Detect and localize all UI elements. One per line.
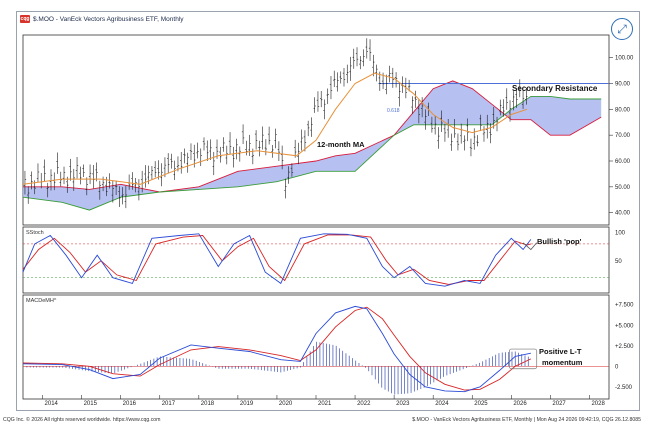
price-y-tick-label: 50.00: [615, 185, 631, 191]
macd-y-tick-label: 0: [615, 364, 619, 370]
macd-y-tick-label: -2.500: [615, 385, 633, 391]
x-axis-year-label: 2022: [357, 401, 371, 407]
x-axis-year-label: 2021: [318, 401, 332, 407]
price-y-tick-label: 80.00: [615, 107, 631, 113]
price-y-tick-label: 60.00: [615, 159, 631, 165]
footer-info: $.MOO - VanEck Vectors Agribusiness ETF,…: [412, 417, 641, 423]
macd-y-tick-label: +2.500: [615, 344, 634, 350]
macd-panel-label: MACDeMH^: [26, 298, 57, 304]
footer-copyright: CQG Inc. © 2026 All rights reserved worl…: [3, 417, 161, 423]
macd-signal-line: [22, 306, 532, 391]
x-axis-year-label: 2020: [279, 401, 293, 407]
moving-average-12-month-line: [22, 72, 528, 185]
annotation-12-month-ma: 12-month MA: [317, 140, 365, 149]
annotation-positive-lt: Positive L-T: [539, 347, 582, 356]
cloud-span-b-line: [22, 95, 602, 211]
macd-panel: [22, 294, 610, 400]
chart-title: $.MOO - VanEck Vectors Agribusiness ETF,…: [33, 15, 184, 23]
stoch-y-tick-label: 50: [615, 259, 622, 265]
x-axis-year-label: 2016: [123, 401, 137, 407]
x-axis-year-label: 2015: [84, 401, 98, 407]
x-axis-year-label: 2027: [552, 401, 566, 407]
stoch-k-line: [22, 233, 532, 287]
price-y-tick-label: 40.00: [615, 211, 631, 217]
macd-highlight-box: [509, 348, 538, 370]
x-axis-year-label: 2018: [201, 401, 215, 407]
x-axis-year-label: 2026: [513, 401, 527, 407]
stoch-pop-marker: [522, 242, 538, 251]
annotation-secondary-resistance: Secondary Resistance: [512, 84, 598, 93]
footer-bar: CQG Inc. © 2026 All rights reserved worl…: [0, 413, 655, 427]
macd-y-tick-label: +5.000: [615, 323, 634, 329]
title-bar: cqg $.MOO - VanEck Vectors Agribusiness …: [17, 12, 639, 26]
stoch-y-tick-label: 100: [615, 231, 626, 237]
price-y-tick-label: 70.00: [615, 133, 631, 139]
annotation-bullish-pop: Bullish 'pop': [537, 237, 582, 246]
ichimoku-cloud: [23, 80, 602, 211]
stoch-panel: [22, 226, 610, 294]
x-axis-year-label: 2025: [474, 401, 488, 407]
chart-canvas: 100.00 90.00 80.00 70.00 60.00 50.00 40.00 100…: [22, 34, 634, 407]
cloud-span-a-line: [23, 80, 602, 193]
cqg-logo: cqg: [20, 15, 30, 23]
expand-arrows-icon[interactable]: ⤢: [611, 18, 633, 40]
price-y-tick-label: 90.00: [615, 82, 631, 88]
x-axis-year-label: 2023: [396, 401, 410, 407]
chart-window: cqg $.MOO - VanEck Vectors Agribusiness …: [16, 11, 640, 411]
x-axis-year-label: 2017: [162, 401, 176, 407]
fib-label: 0.618: [387, 108, 400, 114]
x-axis-year-label: 2019: [240, 401, 254, 407]
macd-y-tick-label: +7.500: [615, 303, 634, 309]
macd-line: [22, 305, 531, 393]
x-axis-year-label: 2014: [45, 401, 59, 407]
x-axis-year-label: 2028: [591, 401, 605, 407]
annotation-momentum: momentum: [542, 358, 583, 367]
stoch-panel-label: SStoch: [26, 230, 44, 236]
price-y-tick-label: 100.00: [615, 56, 634, 62]
x-axis-year-label: 2024: [435, 401, 449, 407]
